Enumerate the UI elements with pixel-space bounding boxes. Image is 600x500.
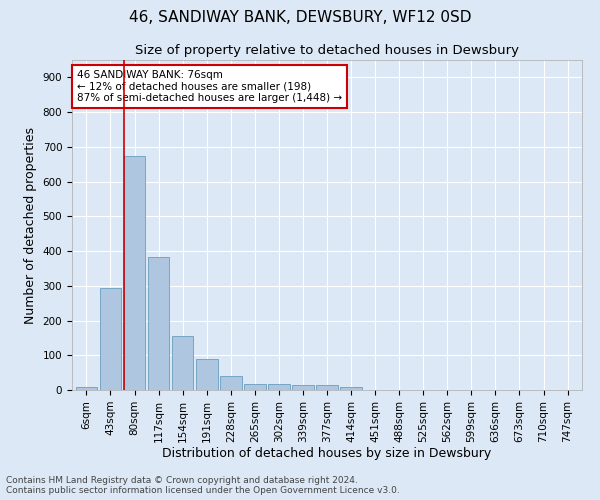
Bar xyxy=(196,358,218,390)
Title: Size of property relative to detached houses in Dewsbury: Size of property relative to detached ho… xyxy=(135,44,519,58)
Bar xyxy=(340,387,362,390)
Y-axis label: Number of detached properties: Number of detached properties xyxy=(24,126,37,324)
Text: 46 SANDIWAY BANK: 76sqm
← 12% of detached houses are smaller (198)
87% of semi-d: 46 SANDIWAY BANK: 76sqm ← 12% of detache… xyxy=(77,70,342,103)
Bar xyxy=(100,288,121,390)
Bar xyxy=(76,386,97,390)
Bar xyxy=(292,386,314,390)
Bar xyxy=(148,258,169,390)
Bar xyxy=(268,384,290,390)
Bar xyxy=(244,384,266,390)
Bar xyxy=(124,156,145,390)
Text: Contains HM Land Registry data © Crown copyright and database right 2024.
Contai: Contains HM Land Registry data © Crown c… xyxy=(6,476,400,495)
Text: 46, SANDIWAY BANK, DEWSBURY, WF12 0SD: 46, SANDIWAY BANK, DEWSBURY, WF12 0SD xyxy=(129,10,471,25)
Bar xyxy=(220,376,242,390)
Bar xyxy=(316,386,338,390)
X-axis label: Distribution of detached houses by size in Dewsbury: Distribution of detached houses by size … xyxy=(163,448,491,460)
Bar xyxy=(172,336,193,390)
